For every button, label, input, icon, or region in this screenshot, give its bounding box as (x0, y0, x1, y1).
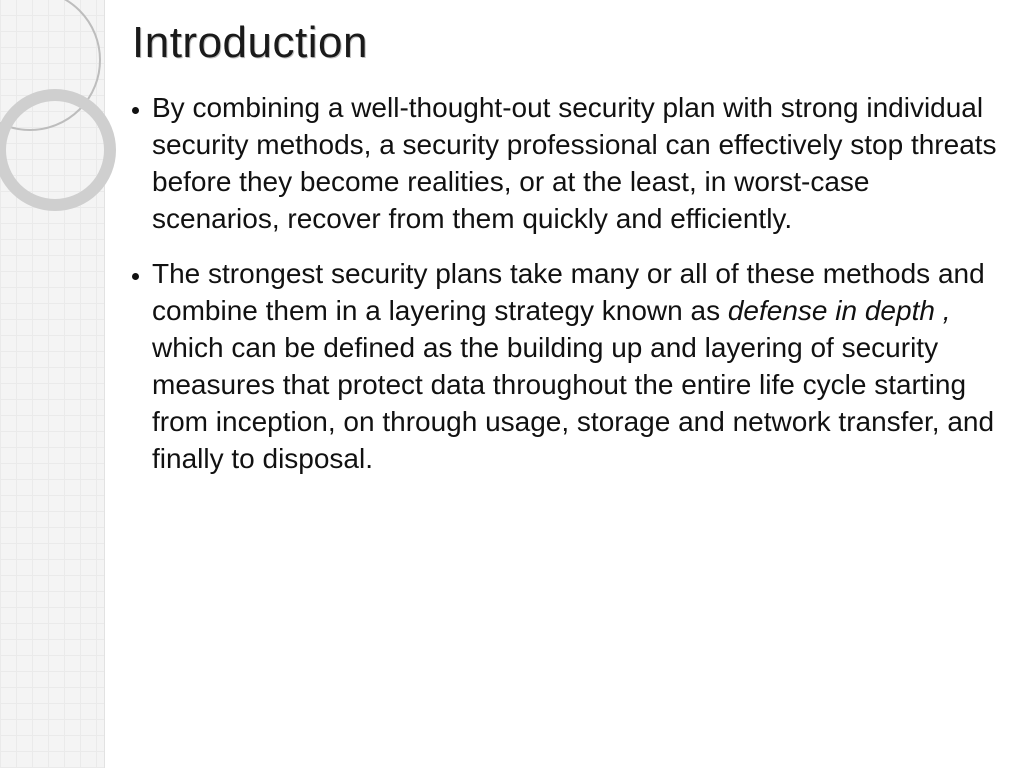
bullet-text-post: which can be defined as the building up … (152, 332, 994, 474)
slide-body: By combining a well-thought-out security… (118, 90, 998, 496)
bullet-item: The strongest security plans take many o… (152, 256, 998, 478)
bullet-text: By combining a well-thought-out security… (152, 92, 997, 234)
bullet-emphasis: defense in depth , (728, 295, 951, 326)
slide-title: Introduction (132, 18, 368, 68)
bullet-list: By combining a well-thought-out security… (118, 90, 998, 478)
bullet-item: By combining a well-thought-out security… (152, 90, 998, 238)
left-texture-strip (0, 0, 105, 768)
